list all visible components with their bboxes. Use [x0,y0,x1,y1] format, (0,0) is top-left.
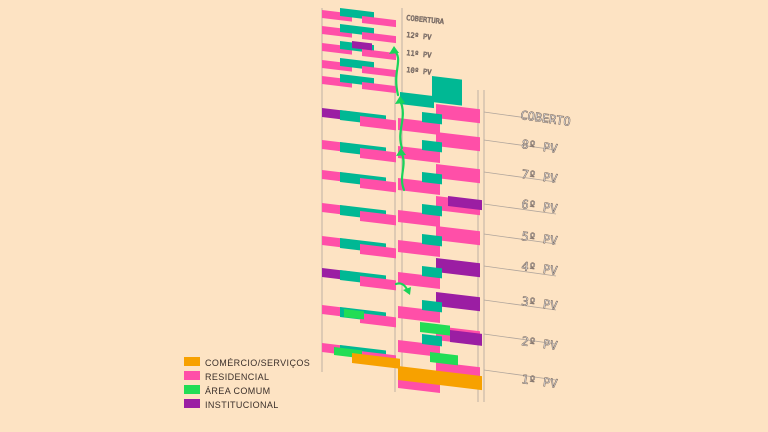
floor-labels-top: COBERTURA 12º PV 11º PV 10º PV [405,14,445,77]
arrow-heads [389,46,411,295]
circulation-arrows [392,48,410,294]
right-slab-area-comum-light [430,352,458,366]
floor-leader-line [483,233,557,245]
legend-swatch-area-comum [184,385,200,394]
left-slab-residencial [360,276,396,291]
right-slab-area-comum [422,266,442,279]
right-slab-residencial [436,226,480,246]
floor-label-3pv: 3º PV [521,294,559,313]
left-slab-residencial [360,313,396,328]
arrow-head-upper [389,46,399,54]
left-slab-comercio [352,353,400,369]
right-slab-institucional [448,196,482,211]
right-slab-area-comum [422,204,442,217]
floor-label-7pv: 7º PV [521,167,559,186]
floor-leader-line [483,333,557,345]
arrow-middle [398,98,404,150]
right-slab-comercio [398,366,482,391]
floor-leader-line [483,299,557,311]
floor-label-2pv: 2º PV [521,334,559,353]
right-slab-area-comum-light [420,322,450,336]
arrow-head-bottom [403,287,411,295]
right-slab-area-comum [422,112,442,125]
right-slab-area-comum [400,92,434,109]
legend-label-residencial: RESIDENCIAL [205,372,269,382]
left-slab-residencial [360,148,396,163]
left-slab-institucional [352,41,372,51]
floor-leader-line [483,139,557,151]
legend-label-comercio: COMÉRCIO/SERVIÇOS [205,358,310,368]
floor-label-6pv: 6º PV [521,197,559,216]
right-slab-area-comum [422,334,442,347]
legend-label-institucional: INSTITUCIONAL [205,400,279,410]
floor-label-1pv: 1º PV [521,372,559,391]
legend-swatch-institucional [184,399,200,408]
legend-label-area-comum: ÁREA COMUM [205,386,271,396]
floor-labels-right: COBERTO 8º PV 7º PV 6º PV 5º PV 4º PV 3º… [519,108,572,391]
floor-label-10pv: 10º PV [406,66,433,77]
right-slab-institucional [450,330,482,346]
floor-leader-line [483,111,557,123]
left-slab-residencial [360,116,396,131]
legend-swatch-comercio [184,357,200,366]
left-slab-residencial [362,16,396,28]
floor-leader-line [483,369,557,381]
right-slab-residencial [436,104,480,124]
right-slab-residencial [436,132,480,152]
left-slab-residencial [362,82,396,94]
floor-label-cobertura: COBERTURA [406,14,445,26]
left-slab-residencial [362,66,396,78]
arrow-head-middle [395,96,405,104]
floor-label-coberto: COBERTO [520,108,572,129]
legend: COMÉRCIO/SERVIÇOS RESIDENCIAL ÁREA COMUM… [184,357,310,410]
right-slab-area-comum [422,140,442,153]
left-slab-residencial [360,178,396,193]
floor-label-8pv: 8º PV [521,137,559,156]
floor-leader-line [483,203,557,215]
right-slab-area-comum [422,234,442,247]
left-slab-area-comum-light [344,309,364,320]
legend-swatch-residencial [184,371,200,380]
left-slab-residencial [360,211,396,226]
left-slab-residencial [360,244,396,259]
right-slab-residencial [436,292,480,312]
floor-label-leaders [483,111,557,381]
floor-label-11pv: 11º PV [406,49,433,60]
floor-label-5pv: 5º PV [521,229,559,248]
right-tower-floors [398,76,482,394]
right-slab-area-comum [432,76,462,106]
left-slab-residencial [362,32,396,44]
floor-leader-line [483,265,557,277]
right-slab-residencial [436,164,480,184]
floor-label-4pv: 4º PV [521,259,559,278]
left-slab-residencial [362,49,396,61]
left-tower-floors [322,8,400,369]
right-slab-area-comum [422,300,442,313]
right-slab-area-comum [422,172,442,185]
floor-label-12pv: 12º PV [406,31,433,42]
arrow-head-lower [396,148,406,156]
floor-leader-line [483,171,557,183]
right-slab-residencial [436,258,480,278]
